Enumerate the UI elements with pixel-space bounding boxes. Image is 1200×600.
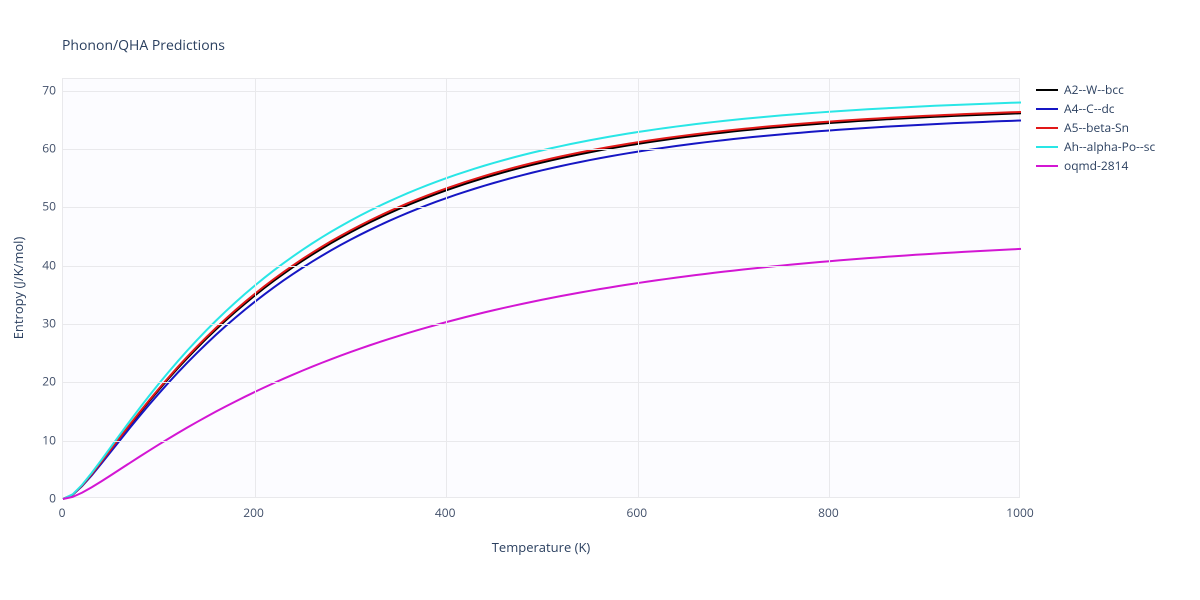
y-tick-label: 20 (34, 373, 56, 390)
x-tick-label: 600 (627, 504, 648, 521)
legend-label: oqmd-2814 (1064, 157, 1128, 174)
gridline-x (829, 79, 830, 497)
legend-swatch (1036, 146, 1058, 148)
legend-label: A2--W--bcc (1064, 81, 1124, 98)
legend-item[interactable]: Ah--alpha-Po--sc (1036, 137, 1155, 156)
legend-swatch (1036, 89, 1058, 91)
y-tick-label: 40 (34, 256, 56, 273)
y-tick-label: 0 (34, 490, 56, 507)
y-tick-label: 50 (34, 198, 56, 215)
gridline-x (255, 79, 256, 497)
x-axis-title: Temperature (K) (492, 538, 591, 556)
gridline-y (63, 441, 1019, 442)
y-tick-label: 10 (34, 431, 56, 448)
y-tick-label: 70 (34, 81, 56, 98)
legend-item[interactable]: A2--W--bcc (1036, 80, 1155, 99)
series-line[interactable] (63, 120, 1021, 499)
chart-title: Phonon/QHA Predictions (62, 36, 225, 55)
x-tick-label: 1000 (1006, 504, 1033, 521)
y-axis-title: Entropy (J/K/mol) (9, 237, 27, 340)
chart-container: Phonon/QHA Predictions Temperature (K) E… (0, 0, 1200, 600)
gridline-y (63, 91, 1019, 92)
x-tick-label: 0 (59, 504, 66, 521)
gridline-y (63, 324, 1019, 325)
legend-item[interactable]: oqmd-2814 (1036, 156, 1155, 175)
y-tick-label: 30 (34, 315, 56, 332)
gridline-y (63, 149, 1019, 150)
y-tick-label: 60 (34, 140, 56, 157)
legend-label: A5--beta-Sn (1064, 119, 1129, 136)
gridline-x (446, 79, 447, 497)
gridline-x (638, 79, 639, 497)
plot-area (62, 78, 1020, 498)
legend: A2--W--bcc A4--C--dc A5--beta-Sn Ah--alpha-… (1036, 80, 1155, 175)
legend-swatch (1036, 108, 1058, 110)
legend-swatch (1036, 127, 1058, 129)
legend-item[interactable]: A5--beta-Sn (1036, 118, 1155, 137)
series-line[interactable] (63, 249, 1021, 499)
legend-swatch (1036, 165, 1058, 167)
legend-label: A4--C--dc (1064, 100, 1115, 117)
x-tick-label: 800 (818, 504, 839, 521)
legend-item[interactable]: A4--C--dc (1036, 99, 1155, 118)
gridline-y (63, 207, 1019, 208)
gridline-y (63, 382, 1019, 383)
x-tick-label: 400 (435, 504, 456, 521)
x-tick-label: 200 (243, 504, 264, 521)
gridline-y (63, 266, 1019, 267)
legend-label: Ah--alpha-Po--sc (1064, 138, 1155, 155)
plot-svg (63, 79, 1021, 499)
